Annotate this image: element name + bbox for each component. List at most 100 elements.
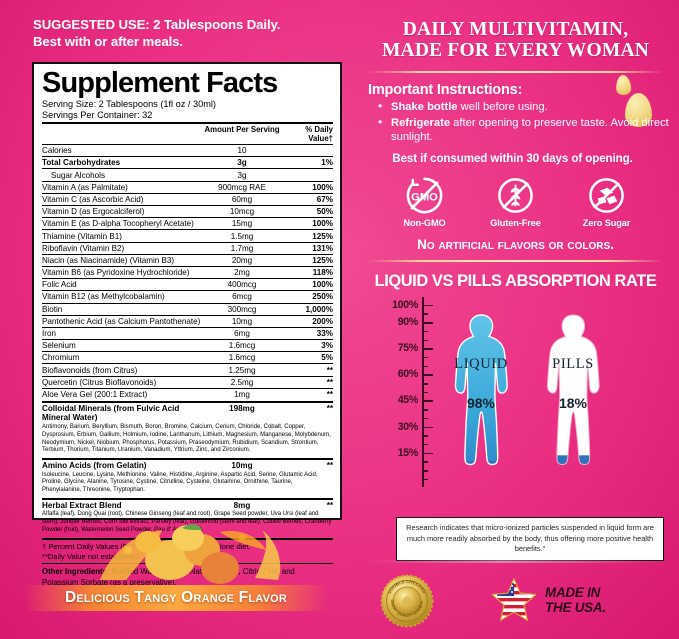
row-name: Calories <box>42 144 203 157</box>
blends-section: Colloidal Minerals (from Fulvic Acid Min… <box>42 401 333 537</box>
quality-seal-icon: DOUBLE CHECKED HIGHEST QUALITY STANDARD <box>379 570 434 628</box>
chart-tick-minor <box>422 435 428 437</box>
chart-y-tick-label: 60% <box>397 368 419 381</box>
row-name: Riboflavin (Vitamin B2) <box>42 241 203 255</box>
badge-zero-sugar: Zero Sugar <box>577 176 637 228</box>
chart-y-axis-labels: 100% 90% 75% 60% 45% 30% 15% <box>370 297 418 487</box>
row-daily-value: 250% <box>281 290 333 304</box>
row-name: Vitamin A (as Palmitate) <box>42 180 203 194</box>
serving-size: Serving Size: 2 Tablespoons (1fl oz / 30… <box>42 98 216 109</box>
blend-daily-value: ** <box>326 404 333 414</box>
pills-body-svg <box>546 314 600 465</box>
chart-y-tick-label: 100% <box>392 298 418 311</box>
table-row: Iron 6mg 33% <box>42 326 333 340</box>
blend-name: Amino Acids (from Gelatin) <box>42 460 147 470</box>
servings-per-container: Servings Per Container: 32 <box>42 109 153 120</box>
row-name: Chromium <box>42 351 203 364</box>
chart-tick-minor <box>422 339 428 342</box>
chart-tick-major <box>422 304 433 307</box>
decorative-sheen <box>368 560 668 563</box>
svg-text:GMO: GMO <box>411 191 438 203</box>
row-amount: 3g <box>203 168 281 182</box>
gluten-free-icon <box>496 176 535 215</box>
table-row: Chromium 1.6mcg 5% <box>42 351 333 364</box>
row-amount: 3g <box>203 156 281 169</box>
instruction-item: Refrigerate after opening to preserve ta… <box>378 115 669 145</box>
table-row: Thiamine (Vitamin B1) 1.5mg 125% <box>42 229 333 243</box>
instruction-text: after opening to preserve taste. Avoid d… <box>391 117 669 144</box>
chart-tick-minor <box>422 409 428 411</box>
bottom-badges-row: DOUBLE CHECKED HIGHEST QUALITY STANDARD <box>352 570 679 639</box>
instructions-list: Shake bottle well before using.Refrigera… <box>378 99 669 145</box>
row-daily-value: 67% <box>281 192 333 206</box>
blend-head-table: Colloidal Minerals (from Fulvic Acid Min… <box>42 403 333 423</box>
row-amount: 6mcg <box>203 290 281 304</box>
chart-tick-major <box>422 452 433 455</box>
instruction-text: well before using. <box>457 100 548 113</box>
chart-tick-minor <box>422 330 428 333</box>
made-in-usa-group: MADE IN THE USA. <box>492 578 606 622</box>
row-amount: 1.5mg <box>203 229 281 243</box>
badge-label-gluten-free: Gluten-Free <box>490 217 541 228</box>
blend-head-table: Herbal Extract Blend 8mg ** <box>42 500 333 511</box>
chart-tick-major <box>422 426 433 429</box>
footnote-not-established: **Daily Value not established. <box>42 551 142 561</box>
gold-divider-2 <box>368 259 663 262</box>
row-name: Aloe Vera Gel (200:1 Extract) <box>42 387 203 401</box>
row-name: Vitamin C (as Ascorbic Acid) <box>42 192 203 206</box>
chart-value-liquid: 98% <box>466 394 496 411</box>
row-daily-value: 1,000% <box>281 302 333 316</box>
chart-label-pills: PILLS <box>552 355 594 372</box>
chart-tick-major <box>422 322 433 324</box>
row-amount: 15mg <box>203 217 281 230</box>
table-row: Selenium 1.6mcg 3% <box>42 339 333 352</box>
row-name: Quercetin (Citrus Bioflavonoids) <box>42 375 203 389</box>
table-row: Pantothenic Acid (as Calcium Pantothenat… <box>42 314 333 328</box>
row-daily-value: ** <box>281 387 333 401</box>
blend-name: Colloidal Minerals (from Fulvic Acid Min… <box>42 404 180 423</box>
droplet-small <box>615 74 632 96</box>
non-gmo-icon-svg: GMO <box>406 177 443 213</box>
quality-seal-svg: DOUBLE CHECKED HIGHEST QUALITY STANDARD <box>379 570 434 628</box>
instruction-item: Shake bottle well before using. <box>378 99 669 115</box>
row-daily-value: 200% <box>281 314 333 328</box>
gluten-free-icon-svg <box>498 177 533 213</box>
chart-value-pills: 18% <box>558 394 588 411</box>
left-panel: SUGGESTED USE: 2 Tablespoons Daily. Best… <box>26 17 342 611</box>
right-panel: DAILY MULTIVITAMIN, MADE FOR EVERY WOMAN… <box>352 0 679 639</box>
chart-tick-minor <box>422 470 428 472</box>
badge-label-zero-sugar: Zero Sugar <box>582 217 631 228</box>
made-in-usa-text: MADE IN THE USA. <box>545 585 606 615</box>
row-amount: 6mg <box>203 326 281 340</box>
row-amount: 10mcg <box>203 205 281 218</box>
instruction-keyword: Shake bottle <box>391 100 458 113</box>
suggested-use-line-2: Best with or after meals. <box>33 33 183 49</box>
blend-block: Colloidal Minerals (from Fulvic Acid Min… <box>42 401 333 457</box>
chart-label-liquid: LIQUID <box>454 355 508 372</box>
row-daily-value: 3% <box>281 339 333 352</box>
blend-amount: 198mg <box>229 404 255 414</box>
table-row: Vitamin B6 (as Pyridoxine Hydrochloride)… <box>42 265 333 279</box>
row-daily-value <box>281 144 333 157</box>
row-name: Vitamin D (as Ergocalciferol) <box>42 205 203 218</box>
row-amount: 2mg <box>203 265 281 279</box>
row-daily-value: 131% <box>281 241 333 255</box>
flavor-banner: Delicious Tangy Orange Flavor <box>26 585 326 611</box>
blend-name: Herbal Extract Blend <box>42 500 122 510</box>
chart-figure-pills: PILLS 18% <box>534 311 612 487</box>
non-gmo-icon: GMO <box>405 176 444 215</box>
row-amount: 1.6mcg <box>203 351 281 364</box>
table-row: Folic Acid 400mcg 100% <box>42 278 333 291</box>
row-daily-value: ** <box>281 363 333 377</box>
facts-rows: Calories 10 Total Carbohydrates 3g 1% Sugar A… <box>42 144 333 401</box>
blend-amount: 10mg <box>231 460 253 470</box>
row-name: Total Carbohydrates <box>42 156 203 169</box>
row-amount: 1mg <box>203 387 281 401</box>
suggested-use-line-1: SUGGESTED USE: 2 Tablespoons Daily. <box>33 17 281 32</box>
fruit-splash-image <box>70 520 300 592</box>
row-daily-value: 100% <box>281 217 333 230</box>
blend-head-table: Amino Acids (from Gelatin) 10mg ** <box>42 460 333 471</box>
blend-amount: 8mg <box>233 500 251 510</box>
rule <box>42 401 333 404</box>
row-name: Vitamin E (as D-alpha Tocopheryl Acetate… <box>42 217 203 230</box>
